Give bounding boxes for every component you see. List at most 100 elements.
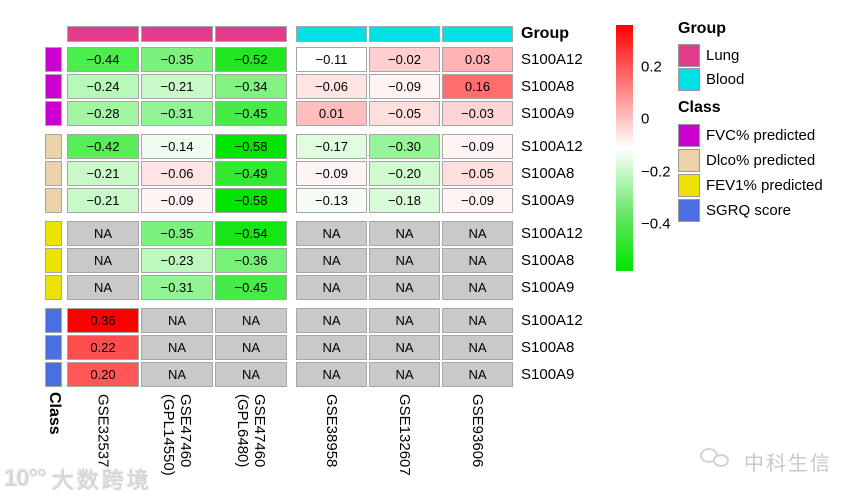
class-strip-cell bbox=[45, 335, 62, 360]
class-strip-cell bbox=[45, 161, 62, 186]
heatmap-cell: −0.49 bbox=[215, 161, 287, 186]
heatmap-cell: −0.06 bbox=[141, 161, 213, 186]
watermark-right-text: 中科生信 bbox=[744, 453, 832, 475]
group-header-label: Group bbox=[521, 25, 569, 42]
row-label: S100A12 bbox=[521, 138, 583, 155]
heatmap-cell: −0.02 bbox=[369, 47, 440, 72]
dashukuajing-logo-icon: 10°° bbox=[4, 465, 47, 492]
heatmap-cell: −0.18 bbox=[369, 188, 440, 213]
heatmap-cell: 0.36 bbox=[67, 308, 139, 333]
row-label: S100A9 bbox=[521, 192, 575, 209]
heatmap-cell: NA bbox=[67, 275, 139, 300]
watermark-zhongkeshengxin: 中科生信 bbox=[700, 447, 832, 476]
heatmap-cell: −0.21 bbox=[67, 188, 139, 213]
heatmap-cell: NA bbox=[369, 248, 440, 273]
row-label: S100A9 bbox=[521, 366, 575, 383]
legend-group-item: Lung bbox=[678, 44, 739, 67]
heatmap-cell: NA bbox=[296, 335, 367, 360]
group-bar-segment bbox=[141, 26, 213, 42]
heatmap-cell: −0.45 bbox=[215, 275, 287, 300]
heatmap-cell: NA bbox=[141, 335, 213, 360]
heatmap-cell: −0.03 bbox=[442, 101, 513, 126]
row-label: S100A9 bbox=[521, 279, 575, 296]
column-label-box: GSE38958 bbox=[296, 394, 367, 467]
heatmap-cell: −0.21 bbox=[141, 74, 213, 99]
row-label: S100A8 bbox=[521, 78, 575, 95]
heatmap-cell: NA bbox=[442, 335, 513, 360]
heatmap-cell: NA bbox=[296, 308, 367, 333]
heatmap-cell: −0.42 bbox=[67, 134, 139, 159]
legend-swatch bbox=[678, 44, 700, 67]
column-label-box: GSE47460 (GPL14550) bbox=[141, 394, 213, 476]
group-bar-segment bbox=[67, 26, 139, 42]
class-axis-label-box: Class bbox=[40, 392, 68, 435]
heatmap-cell: −0.58 bbox=[215, 188, 287, 213]
column-label-box: GSE132607 bbox=[369, 394, 440, 476]
heatmap-cell: −0.21 bbox=[67, 161, 139, 186]
column-label: GSE32537 bbox=[94, 394, 112, 468]
class-strip-cell bbox=[45, 188, 62, 213]
class-strip-cell bbox=[45, 275, 62, 300]
heatmap-cell: −0.36 bbox=[215, 248, 287, 273]
heatmap-cell: −0.09 bbox=[369, 74, 440, 99]
heatmap-cell: −0.11 bbox=[296, 47, 367, 72]
heatmap-cell: NA bbox=[296, 362, 367, 387]
column-label: GSE38958 bbox=[323, 394, 340, 468]
legend-class-label: SGRQ score bbox=[706, 202, 792, 219]
group-bar-segment bbox=[215, 26, 287, 42]
legend-class-item: FEV1% predicted bbox=[678, 174, 823, 197]
colorbar-gradient bbox=[616, 25, 633, 271]
column-label: GSE47460 (GPL14550) bbox=[160, 394, 194, 476]
heatmap-cell: −0.35 bbox=[141, 221, 213, 246]
class-strip-cell bbox=[45, 74, 62, 99]
heatmap-cell: NA bbox=[296, 248, 367, 273]
class-strip-cell bbox=[45, 101, 62, 126]
heatmap-cell: NA bbox=[369, 275, 440, 300]
heatmap-cell: NA bbox=[369, 221, 440, 246]
heatmap-cell: −0.05 bbox=[442, 161, 513, 186]
legend-swatch bbox=[678, 124, 700, 147]
group-bar-segment bbox=[296, 26, 367, 42]
heatmap-cell: −0.23 bbox=[141, 248, 213, 273]
legend-class-label: FEV1% predicted bbox=[706, 177, 823, 194]
heatmap-cell: −0.58 bbox=[215, 134, 287, 159]
column-label-box: GSE93606 bbox=[442, 394, 513, 467]
legend-swatch bbox=[678, 199, 700, 222]
column-label: GSE132607 bbox=[396, 394, 413, 476]
heatmap-cell: 0.01 bbox=[296, 101, 367, 126]
legend-class-label: FVC% predicted bbox=[706, 127, 816, 144]
legend-swatch bbox=[678, 174, 700, 197]
column-label: GSE47460 (GPL6480) bbox=[234, 394, 268, 468]
heatmap-cell: −0.34 bbox=[215, 74, 287, 99]
heatmap-cell: NA bbox=[215, 335, 287, 360]
column-label-box: GSE32537 bbox=[67, 394, 139, 467]
heatmap-cell: −0.35 bbox=[141, 47, 213, 72]
watermark-left-text: 大数跨境 bbox=[51, 468, 152, 493]
heatmap-cell: NA bbox=[67, 248, 139, 273]
heatmap-cell: −0.28 bbox=[67, 101, 139, 126]
heatmap-cell: −0.44 bbox=[67, 47, 139, 72]
row-label: S100A12 bbox=[521, 225, 583, 242]
heatmap-cell: −0.52 bbox=[215, 47, 287, 72]
heatmap-cell: NA bbox=[442, 275, 513, 300]
group-bar-segment bbox=[442, 26, 513, 42]
colorbar-tick-label: 0.2 bbox=[641, 58, 662, 76]
legend-swatch bbox=[678, 68, 700, 91]
legend-group-item: Blood bbox=[678, 68, 744, 91]
heatmap-cell: −0.24 bbox=[67, 74, 139, 99]
group-bar-segment bbox=[369, 26, 440, 42]
legend-class-label: Dlco% predicted bbox=[706, 152, 816, 169]
heatmap-cell: NA bbox=[67, 221, 139, 246]
row-label: S100A8 bbox=[521, 165, 575, 182]
class-strip-cell bbox=[45, 308, 62, 333]
column-label: GSE93606 bbox=[469, 394, 486, 468]
heatmap-cell: −0.06 bbox=[296, 74, 367, 99]
wechat-icon bbox=[700, 447, 736, 476]
heatmap-cell: NA bbox=[296, 221, 367, 246]
heatmap-cell: 0.20 bbox=[67, 362, 139, 387]
heatmap-cell: −0.13 bbox=[296, 188, 367, 213]
heatmap-cell: 0.22 bbox=[67, 335, 139, 360]
row-label: S100A9 bbox=[521, 105, 575, 122]
legend-group-title: Group bbox=[678, 20, 726, 37]
